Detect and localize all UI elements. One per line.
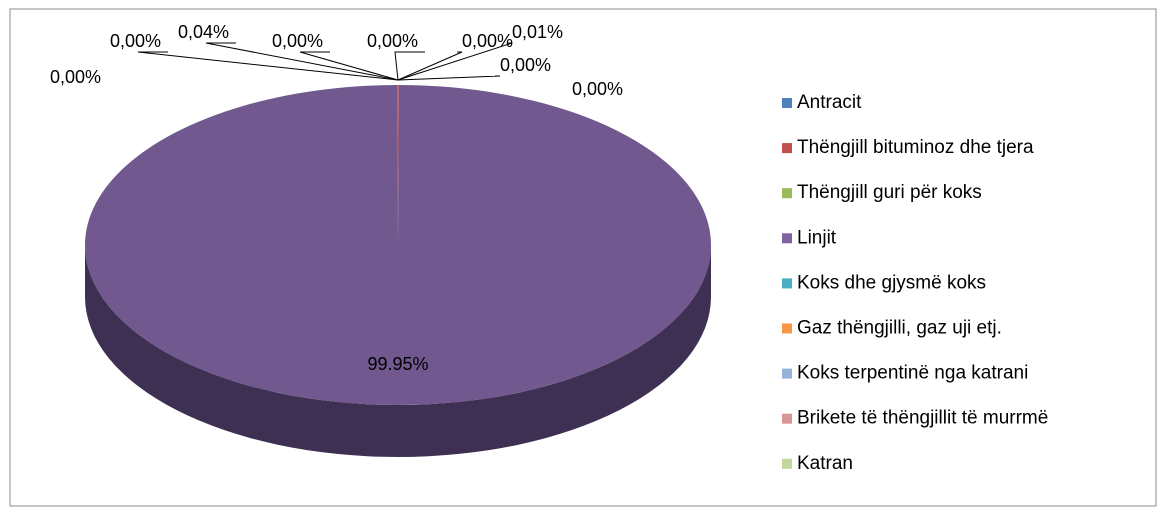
data-label: 0,00% (50, 67, 101, 87)
data-label: 99.95% (367, 354, 428, 374)
legend-swatch (782, 324, 792, 334)
legend-label: Linjit (797, 227, 837, 248)
data-label: 0,01% (512, 22, 563, 42)
legend-swatch (782, 414, 792, 424)
legend-swatch (782, 98, 792, 108)
legend-swatch (782, 188, 792, 198)
data-label: 0,00% (500, 55, 551, 75)
legend-label: Thëngjill guri për koks (797, 182, 982, 203)
data-label: 0,00% (367, 31, 418, 51)
legend-label: Katran (797, 453, 853, 474)
legend-label: Brikete të thëngjillit të murrmë (797, 408, 1048, 429)
legend-swatch (782, 233, 792, 243)
data-label: 0,00% (272, 31, 323, 51)
legend-swatch (782, 459, 792, 469)
data-label: 0,00% (572, 79, 623, 99)
data-label: 0,00% (462, 31, 513, 51)
legend-label: Antracit (797, 92, 862, 113)
legend-swatch (782, 278, 792, 288)
data-label: 0,04% (178, 22, 229, 42)
legend-label: Gaz thëngjilli, gaz uji etj. (797, 318, 1002, 339)
data-label: 0,00% (110, 31, 161, 51)
legend-swatch (782, 369, 792, 379)
legend-label: Koks terpentinë nga katrani (797, 363, 1028, 384)
legend-swatch (782, 143, 792, 153)
legend-label: Thëngjill bituminoz dhe tjera (797, 137, 1034, 158)
legend-label: Koks dhe gjysmë koks (797, 272, 986, 293)
